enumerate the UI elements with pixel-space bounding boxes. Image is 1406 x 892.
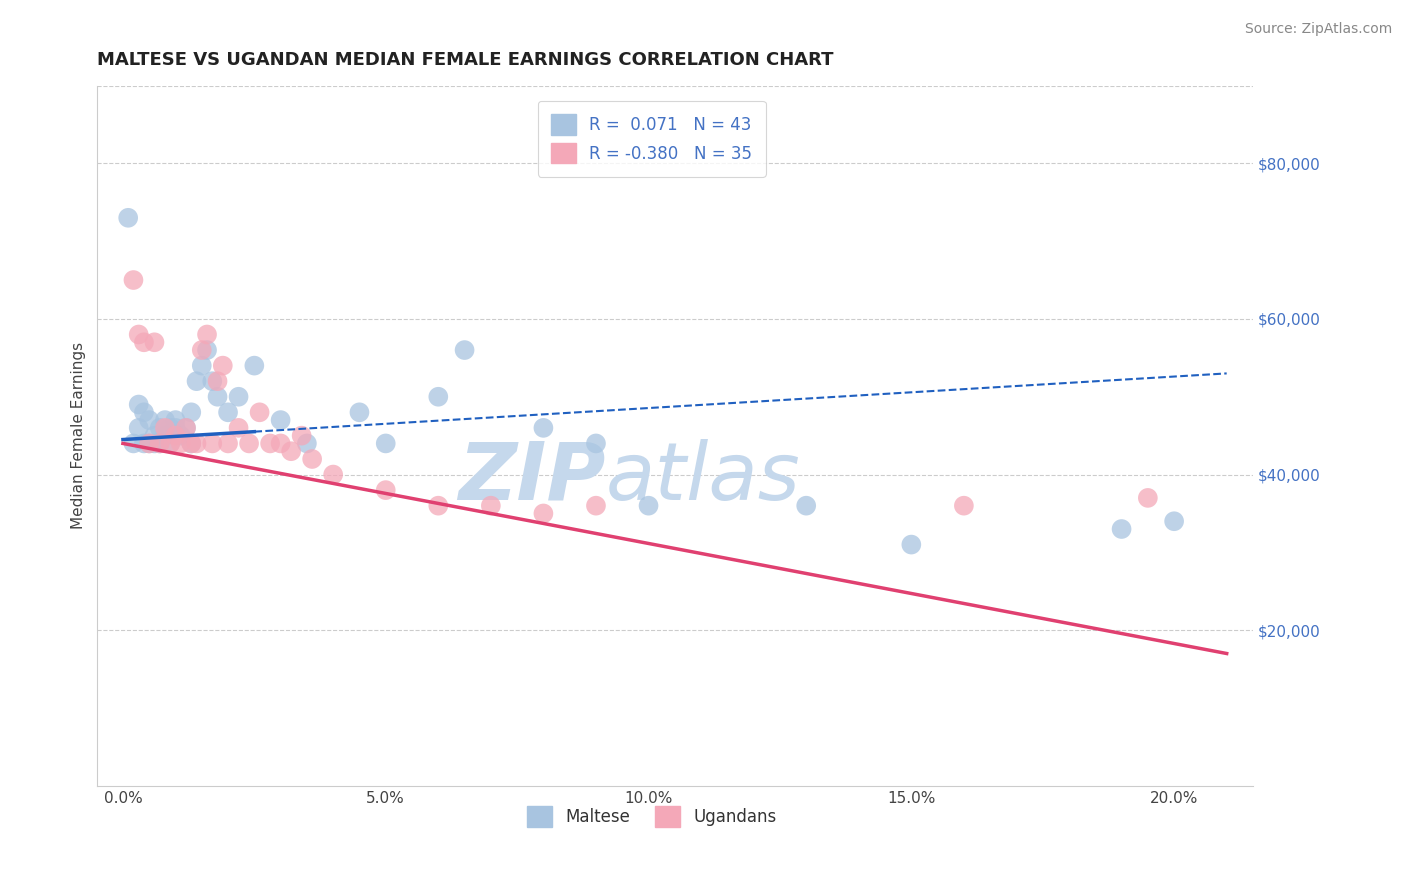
Point bbox=[174, 421, 197, 435]
Point bbox=[165, 413, 187, 427]
Point bbox=[122, 436, 145, 450]
Point bbox=[186, 436, 208, 450]
Point bbox=[201, 374, 224, 388]
Point bbox=[322, 467, 344, 482]
Point bbox=[238, 436, 260, 450]
Point bbox=[186, 374, 208, 388]
Point bbox=[228, 390, 250, 404]
Point bbox=[427, 390, 450, 404]
Point bbox=[180, 405, 202, 419]
Text: Source: ZipAtlas.com: Source: ZipAtlas.com bbox=[1244, 22, 1392, 37]
Point bbox=[531, 421, 554, 435]
Text: MALTESE VS UGANDAN MEDIAN FEMALE EARNINGS CORRELATION CHART: MALTESE VS UGANDAN MEDIAN FEMALE EARNING… bbox=[97, 51, 834, 69]
Point bbox=[291, 428, 314, 442]
Point bbox=[132, 405, 155, 419]
Point bbox=[143, 335, 166, 350]
Point bbox=[349, 405, 371, 419]
Point bbox=[374, 483, 396, 497]
Point bbox=[153, 428, 176, 442]
Point bbox=[128, 398, 150, 412]
Point bbox=[159, 436, 181, 450]
Point bbox=[122, 273, 145, 287]
Point bbox=[132, 436, 155, 450]
Point bbox=[280, 444, 302, 458]
Point bbox=[453, 343, 475, 357]
Point bbox=[1136, 491, 1159, 505]
Point bbox=[585, 499, 607, 513]
Point bbox=[165, 428, 187, 442]
Point bbox=[207, 374, 229, 388]
Point bbox=[165, 421, 187, 435]
Point bbox=[143, 428, 166, 442]
Point bbox=[191, 359, 214, 373]
Point bbox=[301, 452, 323, 467]
Y-axis label: Median Female Earnings: Median Female Earnings bbox=[72, 343, 86, 529]
Point bbox=[637, 499, 659, 513]
Point bbox=[1163, 514, 1185, 528]
Point bbox=[149, 436, 172, 450]
Point bbox=[228, 421, 250, 435]
Text: ZIP: ZIP bbox=[458, 439, 606, 516]
Point bbox=[207, 390, 229, 404]
Point bbox=[117, 211, 139, 225]
Point bbox=[149, 421, 172, 435]
Point bbox=[195, 327, 218, 342]
Point bbox=[374, 436, 396, 450]
Point bbox=[794, 499, 817, 513]
Legend: Maltese, Ugandans: Maltese, Ugandans bbox=[520, 800, 783, 833]
Point bbox=[211, 359, 233, 373]
Point bbox=[259, 436, 281, 450]
Point bbox=[138, 436, 160, 450]
Point bbox=[128, 327, 150, 342]
Point bbox=[180, 436, 202, 450]
Point bbox=[295, 436, 318, 450]
Point bbox=[270, 436, 292, 450]
Point bbox=[243, 359, 266, 373]
Point bbox=[249, 405, 271, 419]
Point bbox=[153, 421, 176, 435]
Point bbox=[138, 436, 160, 450]
Text: atlas: atlas bbox=[606, 439, 800, 516]
Point bbox=[132, 335, 155, 350]
Point bbox=[170, 436, 193, 450]
Point bbox=[149, 436, 172, 450]
Point bbox=[195, 343, 218, 357]
Point bbox=[201, 436, 224, 450]
Point bbox=[159, 421, 181, 435]
Point bbox=[159, 436, 181, 450]
Point bbox=[153, 413, 176, 427]
Point bbox=[138, 413, 160, 427]
Point bbox=[1111, 522, 1133, 536]
Point bbox=[427, 499, 450, 513]
Point bbox=[953, 499, 976, 513]
Point bbox=[217, 436, 239, 450]
Point bbox=[479, 499, 502, 513]
Point bbox=[143, 436, 166, 450]
Point bbox=[531, 507, 554, 521]
Point bbox=[900, 538, 922, 552]
Point bbox=[174, 421, 197, 435]
Point bbox=[128, 421, 150, 435]
Point bbox=[585, 436, 607, 450]
Point bbox=[170, 428, 193, 442]
Point bbox=[217, 405, 239, 419]
Point bbox=[180, 436, 202, 450]
Point bbox=[191, 343, 214, 357]
Point bbox=[270, 413, 292, 427]
